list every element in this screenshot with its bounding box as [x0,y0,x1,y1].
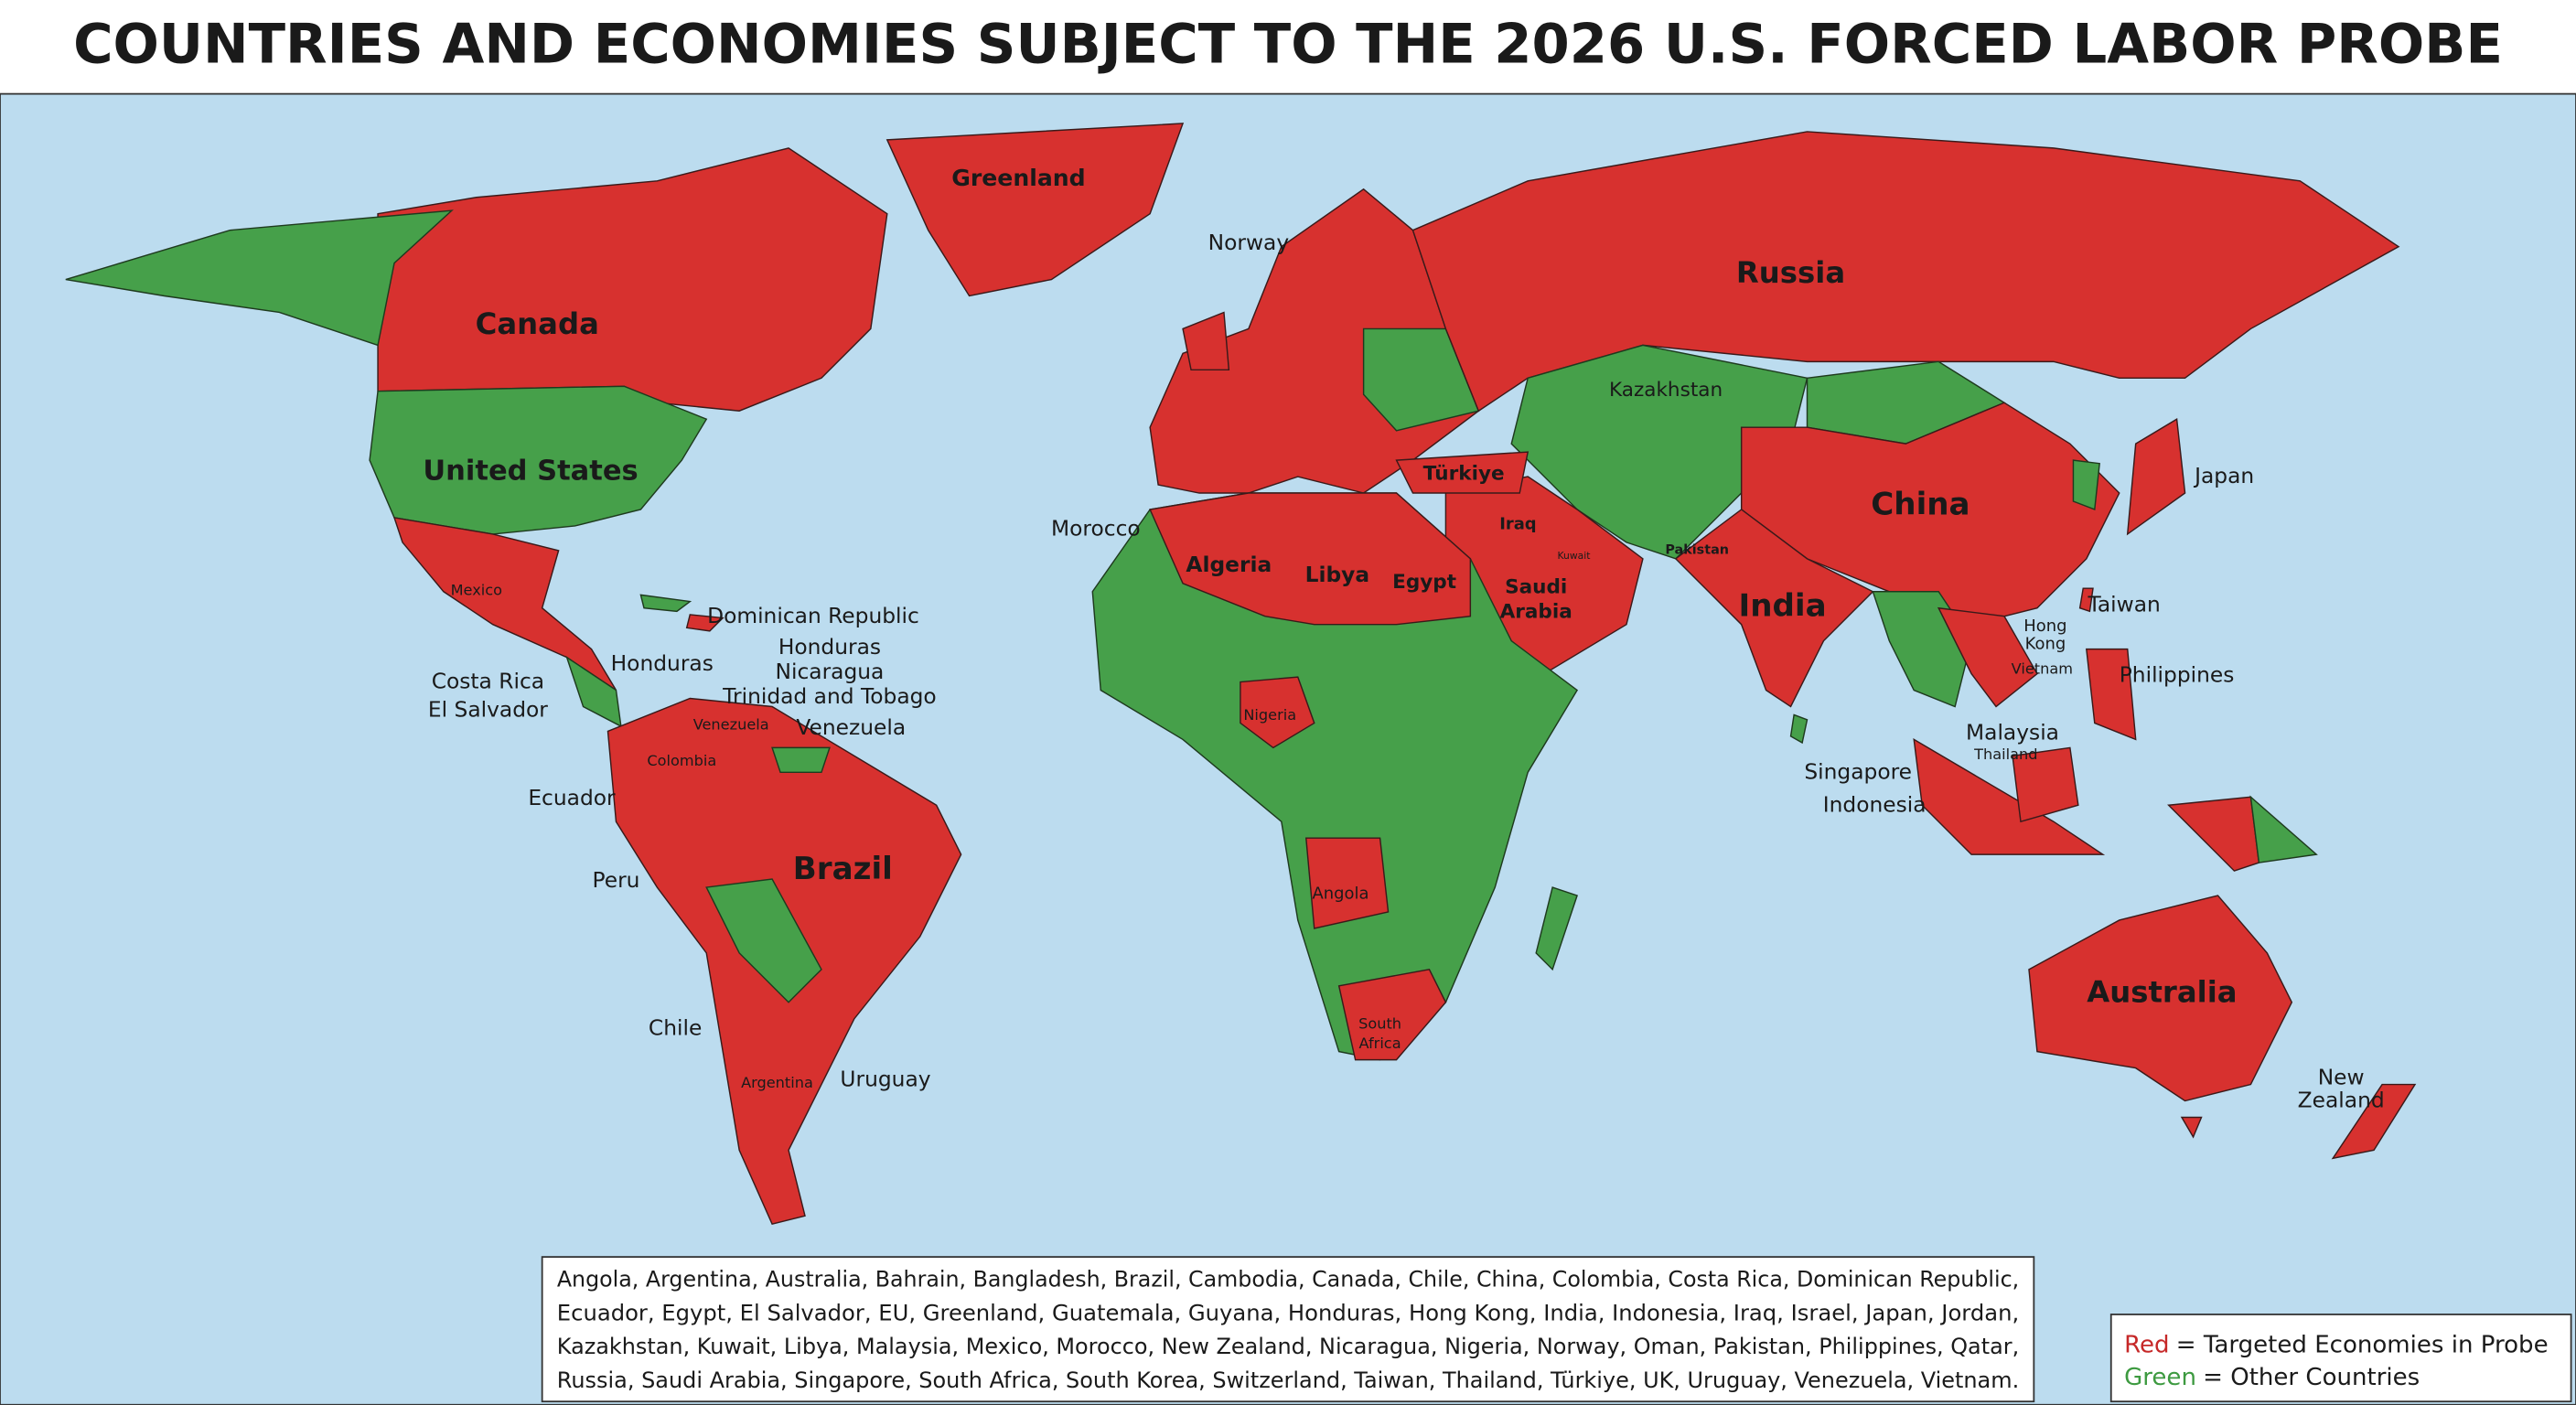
country-label: Philippines [2120,662,2235,688]
country-label: Honduras [611,650,714,676]
borneo [2012,746,2079,823]
new-zealand [2331,1083,2417,1160]
country-label: Morocco [1051,516,1141,542]
country-label: Kong [2025,635,2066,654]
legend-box [2109,1314,2572,1403]
country-label: Indonesia [1823,791,1927,817]
country-label: Malaysia [1966,719,2059,745]
country-label: Libya [1305,562,1370,587]
country-label: Türkiye [1423,463,1505,486]
north-africa [1149,492,1472,626]
country-label: Colombia [647,752,716,769]
country-label: Vietnam [2012,660,2073,678]
country-label: Canada [476,306,599,341]
country-list: Angola, Argentina, Australia, Bahrain, B… [557,1266,2019,1392]
country-label: Chile [649,1015,702,1041]
country-label: Angola [1312,885,1368,904]
eastern-europe [1362,327,1480,432]
country-label: Honduras [778,634,881,660]
country-label: Japan [2193,463,2254,488]
country-list-line: Ecuador, Egypt, El Salvador, EU, Greenla… [557,1300,2019,1325]
country-list-box [541,1256,2035,1403]
country-label: Kuwait [1558,550,1591,562]
country-label: Pakistan [1665,542,1729,557]
country-label: Brazil [793,851,893,887]
country-label: Taiwan [2087,591,2160,617]
country-label: Argentina [741,1074,813,1091]
central-asia [1510,344,1809,560]
title: COUNTRIES AND ECONOMIES SUBJECT TO THE 2… [73,12,2503,75]
united-states [369,385,708,535]
country-label: Uruguay [840,1066,930,1091]
taiwan [2078,587,2094,613]
country-label: El Salvador [428,696,548,722]
indochina [1937,606,2038,708]
bolivia-paraguay [705,878,822,1003]
alaska [65,209,454,347]
country-label: Venezuela [693,716,769,734]
country-list-line: Russia, Saudi Arabia, Singapore, South A… [557,1367,2019,1393]
country-label: Peru [592,867,639,893]
country-label: Ecuador [528,785,616,810]
country-label: Nigeria [1243,706,1296,724]
legend-key: Red [2124,1331,2169,1358]
country-list-line: Kazakhstan, Kuwait, Libya, Malaysia, Mex… [557,1334,2019,1359]
tasmania [2180,1116,2203,1139]
country-label: China [1871,486,1970,522]
country-label: India [1739,588,1827,625]
landmasses [65,123,2417,1226]
korea [2072,459,2100,510]
country-label: Hong [2023,617,2066,636]
caribbean [639,594,692,613]
russia [1411,131,2400,413]
country-label: Africa [1359,1035,1401,1052]
legend-text: = Targeted Economies in Probe [2176,1331,2549,1358]
country-label: United States [423,456,638,488]
country-label: South [1358,1014,1401,1032]
guyana-region [771,746,831,774]
country-label: Venezuela [796,714,906,740]
country-label: Greenland [951,165,1085,191]
country-label: Russia [1736,255,1845,290]
philippines [2086,648,2137,741]
australia [2028,895,2293,1102]
madagascar [1535,886,1578,971]
country-list-line: Angola, Argentina, Australia, Bahrain, B… [557,1266,2019,1292]
country-label: Trinidad and Tobago [722,683,937,709]
legend-key: Green [2124,1364,2196,1391]
country-label: Nicaragua [776,659,885,684]
country-label: Norway [1208,230,1290,255]
country-label: Thailand [1973,745,2037,763]
turkiye [1395,451,1530,494]
country-label: Australia [2087,975,2237,1010]
country-label: New [2318,1065,2365,1090]
sri-lanka [1789,713,1809,745]
south-africa [1337,969,1447,1061]
legend-text: = Other Countries [2203,1364,2420,1391]
legend-entry: Green = Other Countries [2124,1364,2420,1391]
country-label: Egypt [1392,571,1456,594]
angola [1304,837,1390,929]
papua-new-guinea [2249,795,2318,863]
country-label: Saudi [1505,576,1567,599]
country-label: Singapore [1804,759,1912,785]
nigeria [1240,676,1315,749]
greenland [886,123,1185,297]
legend: Red = Targeted Economies in Probe Green = O… [2124,1331,2548,1391]
country-label: Costa Rica [432,669,544,694]
dominican-republic [685,614,724,632]
country-label: Kazakhstan [1609,379,1723,402]
country-label: Dominican Republic [707,603,919,628]
india [1674,509,1874,708]
country-label: Iraq [1499,515,1536,534]
country-label: Zealand [2298,1088,2385,1113]
uk [1182,311,1230,371]
japan [2126,418,2186,536]
country-label: Algeria [1186,552,1272,577]
legend-entry: Red = Targeted Economies in Probe [2124,1331,2548,1358]
country-label: Arabia [1500,601,1572,624]
map-labels: Greenland Norway Russia Canada Kazakhstan Uni… [423,165,2384,1113]
country-label: Mexico [451,581,502,598]
